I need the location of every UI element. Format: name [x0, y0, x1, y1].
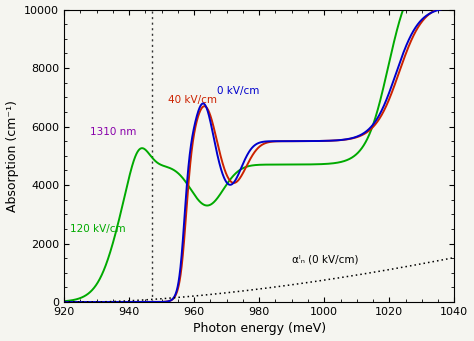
Text: 0 kV/cm: 0 kV/cm	[217, 86, 259, 97]
Text: 1310 nm: 1310 nm	[90, 127, 137, 137]
Text: 120 kV/cm: 120 kV/cm	[71, 224, 126, 234]
X-axis label: Photon energy (meV): Photon energy (meV)	[192, 323, 326, 336]
Text: 40 kV/cm: 40 kV/cm	[168, 95, 217, 105]
Text: αᴵₙ (0 kV/cm): αᴵₙ (0 kV/cm)	[292, 254, 358, 265]
Y-axis label: Absorption (cm⁻¹): Absorption (cm⁻¹)	[6, 100, 18, 212]
